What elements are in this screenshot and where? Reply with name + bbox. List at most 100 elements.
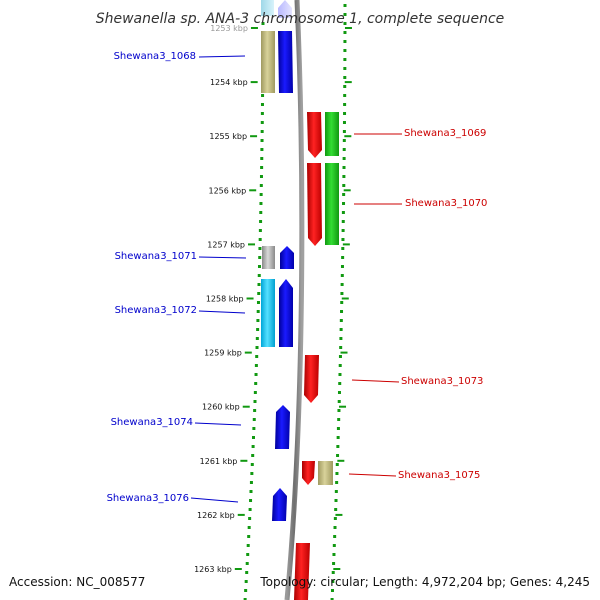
feature-arrow-forward — [307, 163, 322, 246]
right-ring-dot — [343, 76, 347, 79]
gene-label-shewana3-1069[interactable]: Shewana3_1069 — [404, 128, 486, 139]
kbp-axis: 1253 kbp 1254 kbp 1255 kbp 1256 kbp 1257 kbp… — [194, 24, 352, 574]
left-ring-dot — [260, 121, 264, 124]
gene-label-shewana3-1072[interactable]: Shewana3_1072 — [115, 305, 197, 316]
left-ring-dot — [258, 229, 262, 232]
tick-mark — [250, 81, 258, 84]
tick-mark — [344, 81, 352, 84]
left-ring-dot — [245, 562, 249, 565]
right-ring-dot — [335, 472, 339, 475]
right-ring-dot — [343, 58, 347, 61]
right-ring-dot — [343, 94, 347, 97]
right-ring-dot — [332, 544, 336, 547]
right-ring-dot — [337, 400, 341, 403]
right-ring-dot — [341, 256, 345, 259]
feature-arrow-reverse — [279, 279, 293, 347]
tick-mark — [344, 135, 352, 138]
left-ring-dot — [260, 148, 264, 151]
right-ring-dot — [334, 508, 338, 511]
feature-arrow-reverse — [278, 31, 293, 93]
right-ring-dot — [333, 535, 337, 538]
leader-line — [348, 473, 397, 477]
left-ring-dot — [259, 220, 263, 223]
feature-arrow-forward — [304, 355, 319, 403]
left-ring-dot — [261, 94, 265, 97]
tick-mark — [344, 27, 352, 29]
right-ring-dot — [343, 112, 347, 115]
gene-label-shewana3-1071[interactable]: Shewana3_1071 — [115, 251, 197, 262]
left-ring-dot — [246, 544, 250, 547]
left-ring-dot — [257, 292, 261, 295]
tick-label: 1256 kbp — [208, 186, 246, 195]
right-ring-dot — [340, 292, 344, 295]
tick-label: 1262 kbp — [197, 511, 235, 520]
gene-label-shewana3-1068[interactable]: Shewana3_1068 — [114, 51, 196, 62]
left-ring-dot — [256, 328, 260, 331]
right-ring-dot — [338, 364, 342, 367]
right-ring-dot — [333, 526, 337, 529]
feature-arrow-forward — [294, 543, 310, 600]
right-ring-dot — [341, 211, 345, 214]
right-ring-dot — [332, 562, 336, 565]
left-ring-dot — [256, 319, 260, 322]
left-ring-dot — [251, 454, 255, 457]
right-ring-dot — [335, 481, 339, 484]
tick-mark — [341, 297, 349, 300]
left-ring-dot — [254, 382, 258, 385]
tick-label: 1260 kbp — [202, 403, 240, 412]
gene-labels: Shewana3_1068 Shewana3_1069 Shewana3_1070 S… — [107, 51, 488, 504]
left-ring-dot — [258, 247, 262, 250]
feature-bar — [325, 163, 339, 245]
left-ring-dot — [255, 346, 259, 349]
right-ring-dot — [341, 229, 345, 232]
right-ring-dot — [336, 436, 340, 439]
left-ring-dot — [257, 274, 261, 277]
tick-mark — [333, 568, 341, 570]
gene-label-shewana3-1074[interactable]: Shewana3_1074 — [111, 417, 193, 428]
tick-mark — [234, 568, 242, 570]
left-ring-dot — [260, 157, 264, 160]
gene-label-shewana3-1076[interactable]: Shewana3_1076 — [107, 493, 189, 504]
right-ring-dot — [341, 220, 345, 223]
right-ring-dot — [341, 247, 345, 250]
right-ring-dot — [343, 40, 347, 43]
right-ring-dot — [343, 4, 347, 7]
left-ring-dot — [257, 283, 261, 286]
gene-label-shewana3-1075[interactable]: Shewana3_1075 — [398, 470, 480, 481]
tick-mark — [250, 135, 258, 138]
right-ring-dot — [339, 328, 343, 331]
tick-mark — [248, 243, 256, 246]
tick-label: 1254 kbp — [210, 78, 248, 87]
feature-arrow-reverse — [272, 488, 287, 521]
tick-mark — [337, 459, 345, 462]
feature-bar — [325, 112, 339, 156]
left-ring-dot — [260, 130, 264, 133]
gene-label-shewana3-1070[interactable]: Shewana3_1070 — [405, 198, 487, 209]
left-ring-dot — [248, 517, 252, 520]
feature-bar — [261, 0, 274, 16]
left-ring-dot — [258, 238, 262, 241]
chromosome-backbone — [284, 0, 305, 600]
left-ring-dot — [260, 112, 264, 115]
right-ring-dot — [342, 184, 346, 187]
right-ring-dot — [343, 13, 347, 16]
left-ring-dot — [255, 337, 259, 340]
left-ring-dot — [246, 553, 250, 556]
tick-mark — [242, 405, 250, 408]
leader-line — [198, 310, 246, 314]
left-ring-dot — [247, 526, 251, 529]
right-ring-dot — [340, 310, 344, 313]
left-ring-dot — [253, 391, 257, 394]
right-ring-dot — [342, 139, 346, 142]
right-ring-dot — [336, 445, 340, 448]
right-ring-dot — [341, 238, 345, 241]
tick-label: 1258 kbp — [206, 295, 244, 304]
right-ring-dot — [337, 391, 341, 394]
right-ring-dot — [338, 382, 342, 385]
right-ring-dot — [331, 571, 335, 574]
right-ring-dot — [337, 418, 341, 421]
gene-label-shewana3-1073[interactable]: Shewana3_1073 — [401, 376, 483, 387]
right-ring-dot — [343, 103, 347, 106]
tick-mark — [342, 243, 350, 246]
tick-label: 1253 kbp — [210, 24, 248, 33]
